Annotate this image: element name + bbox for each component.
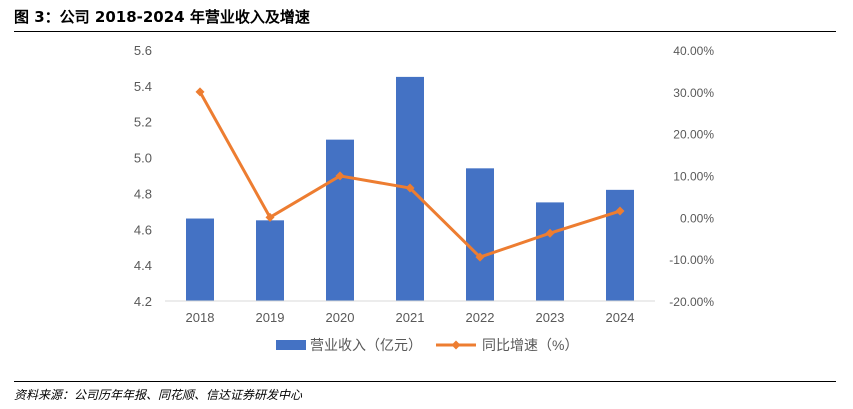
x-tick-label: 2024 <box>606 310 635 325</box>
y-left-tick-label: 5.4 <box>134 79 152 94</box>
legend-line-marker <box>451 340 461 350</box>
legend-bar-swatch <box>276 340 306 350</box>
y-right-tick-label: 40.00% <box>673 44 714 58</box>
x-tick-label: 2019 <box>256 310 285 325</box>
x-tick-label: 2021 <box>396 310 425 325</box>
point-2024 <box>615 206 625 216</box>
bar-2024 <box>606 189 634 301</box>
y-axis-right: -20.00% -10.00% 0.00% 10.00% 20.00% 30.00% 40.… <box>669 44 714 309</box>
point-2020 <box>335 171 345 181</box>
legend-bar-label: 营业收入（亿元） <box>310 337 422 353</box>
y-right-tick-label: -10.00% <box>669 253 714 267</box>
y-left-tick-label: 4.6 <box>134 222 152 237</box>
point-2023 <box>545 228 555 238</box>
point-2018 <box>195 87 205 97</box>
line-series-growth <box>195 87 625 262</box>
y-right-tick-label: 20.00% <box>673 128 714 142</box>
bar-2023 <box>536 202 564 301</box>
chart-title: 图 3：公司 2018-2024 年营业收入及增速 <box>14 8 310 26</box>
y-right-tick-label: 30.00% <box>673 86 714 100</box>
legend-line-label: 同比增速（%） <box>482 337 578 353</box>
x-tick-label: 2022 <box>466 310 495 325</box>
y-right-tick-label: -20.00% <box>669 295 714 309</box>
x-tick-label: 2023 <box>536 310 565 325</box>
y-left-tick-label: 4.2 <box>134 294 152 309</box>
x-tick-label: 2020 <box>326 310 355 325</box>
x-tick-label: 2018 <box>186 310 215 325</box>
y-left-tick-label: 5.0 <box>134 151 152 166</box>
source-rule <box>14 381 836 382</box>
y-right-tick-label: 10.00% <box>673 170 714 184</box>
y-left-tick-label: 4.4 <box>134 258 152 273</box>
source-note: 资料来源：公司历年年报、同花顺、信达证券研发中心 <box>14 388 303 402</box>
point-2022 <box>475 252 485 262</box>
legend: 营业收入（亿元） 同比增速（%） <box>276 337 578 353</box>
revenue-growth-chart: 2018 2019 2020 2021 2022 2023 2024 4.24.44.64.… <box>134 43 714 353</box>
y-left-tick-label: 4.8 <box>134 186 152 201</box>
point-2019 <box>265 212 275 222</box>
bar-2019 <box>256 220 284 301</box>
bar-2018 <box>186 218 214 301</box>
title-rule <box>14 31 836 32</box>
bar-2022 <box>466 168 494 301</box>
y-right-tick-label: 0.00% <box>680 211 714 225</box>
point-2021 <box>405 183 415 193</box>
y-left-tick-label: 5.6 <box>134 43 152 58</box>
y-left-tick-label: 5.2 <box>134 115 152 130</box>
x-axis: 2018 2019 2020 2021 2022 2023 2024 <box>165 300 655 325</box>
y-axis-left: 4.2 4.4 4.6 4.8 5.0 5.2 5.4 5.6 <box>134 43 152 309</box>
bar-2020 <box>326 139 354 301</box>
